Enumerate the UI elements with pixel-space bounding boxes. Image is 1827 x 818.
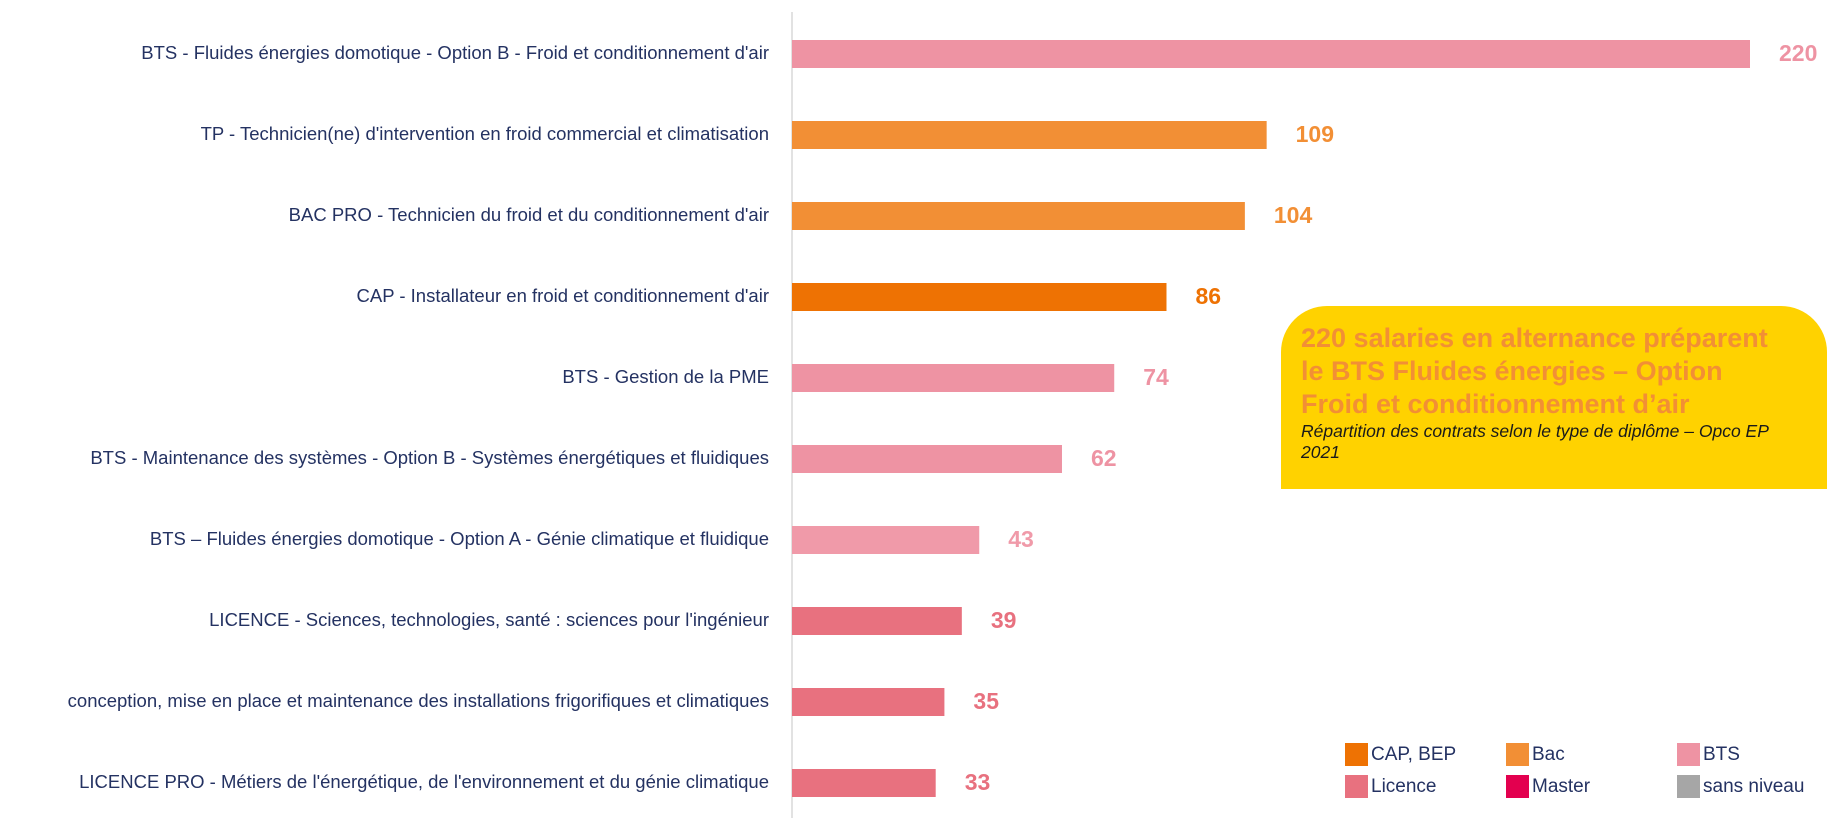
- category-label: BTS - Maintenance des systèmes - Option …: [90, 447, 769, 468]
- bar: [792, 526, 980, 554]
- category-label: BTS – Fluides énergies domotique - Optio…: [150, 528, 769, 549]
- category-label: LICENCE - Sciences, technologies, santé …: [209, 609, 769, 630]
- bar: [792, 283, 1167, 311]
- value-label: 104: [1274, 202, 1313, 228]
- value-label: 62: [1091, 445, 1117, 471]
- value-label: 33: [965, 769, 991, 795]
- legend-swatch: [1677, 743, 1700, 766]
- annotation-title-line: Froid et conditionnement d’air: [1301, 389, 1690, 419]
- category-label: BTS - Gestion de la PME: [562, 366, 769, 387]
- value-label: 35: [973, 688, 999, 714]
- bar: [792, 607, 962, 635]
- bar: [792, 769, 936, 797]
- value-label: 74: [1143, 364, 1169, 390]
- value-label: 220: [1779, 40, 1817, 66]
- annotation: 220 salaries en alternance préparent le B…: [1281, 306, 1827, 489]
- legend-label: CAP, BEP: [1371, 744, 1456, 765]
- legend-label: Master: [1532, 776, 1591, 797]
- bar: [792, 40, 1750, 68]
- bar: [792, 202, 1245, 230]
- legend-swatch: [1345, 775, 1368, 798]
- bar: [792, 445, 1062, 473]
- category-label: BTS - Fluides énergies domotique - Optio…: [141, 42, 769, 63]
- category-label: LICENCE PRO - Métiers de l'énergétique, …: [79, 771, 769, 792]
- legend-swatch: [1345, 743, 1368, 766]
- bar: [792, 364, 1115, 392]
- legend-swatch: [1506, 743, 1529, 766]
- category-label: TP - Technicien(ne) d'intervention en fr…: [201, 123, 769, 144]
- value-label: 39: [991, 607, 1017, 633]
- value-label: 109: [1296, 121, 1334, 147]
- value-label: 86: [1195, 283, 1221, 309]
- value-label: 43: [1008, 526, 1034, 552]
- legend-label: Licence: [1371, 776, 1437, 797]
- category-label: conception, mise en place et maintenance…: [68, 690, 769, 711]
- bar: [792, 121, 1267, 149]
- category-label: CAP - Installateur en froid et condition…: [357, 285, 769, 306]
- legend-label: BTS: [1703, 744, 1740, 765]
- legend-swatch: [1506, 775, 1529, 798]
- legend-swatch: [1677, 775, 1700, 798]
- annotation-title: 220 salaries en alternance préparent le B…: [1301, 322, 1813, 421]
- annotation-title-line: 220 salaries en alternance préparent: [1301, 323, 1768, 353]
- legend-label: sans niveau: [1703, 776, 1804, 797]
- annotation-subtitle: Répartition des contrats selon le type d…: [1301, 421, 1769, 462]
- category-label: BAC PRO - Technicien du froid et du cond…: [289, 204, 769, 225]
- bar: [792, 688, 945, 716]
- legend-label: Bac: [1532, 744, 1565, 765]
- annotation-title-line: le BTS Fluides énergies – Option: [1301, 356, 1723, 386]
